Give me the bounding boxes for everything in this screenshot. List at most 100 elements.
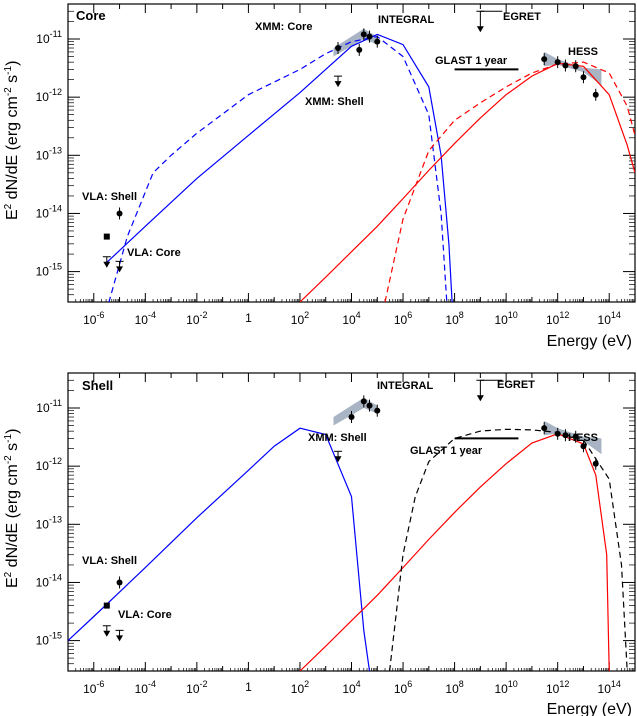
- data-point: [366, 402, 373, 409]
- data-point: [541, 56, 548, 63]
- core-annotations: XMM: Core INTEGRAL EGRET GLAST 1 year HE…: [82, 11, 598, 259]
- xmm-core-label: XMM: Core: [255, 21, 312, 33]
- glast-label: GLAST 1 year: [410, 445, 483, 457]
- core-curves: [105, 28, 635, 302]
- data-point: [592, 91, 599, 98]
- x-tick-label: 102: [291, 679, 309, 696]
- y-tick-label: 10-14: [36, 572, 62, 589]
- vla-core-label: VLA: Core: [127, 247, 181, 259]
- xmm-uncertainty-band: [333, 397, 378, 426]
- model-curve-blue-solid: [105, 33, 453, 302]
- x-tick-label: 104: [342, 679, 360, 696]
- vla-shell-label: VLA: Shell: [82, 555, 137, 567]
- y-tick-label: 10-12: [36, 456, 62, 473]
- data-point: [572, 433, 579, 440]
- data-point: [580, 74, 587, 81]
- upper-limit-arrowhead: [116, 635, 124, 642]
- data-point: [116, 210, 123, 217]
- data-point: [116, 579, 123, 586]
- core-panel-title: Core: [76, 8, 106, 23]
- vla-shell-label: VLA: Shell: [82, 191, 137, 203]
- model-curve-red-solid: [299, 433, 610, 671]
- x-tick-label: 1010: [494, 310, 517, 327]
- y-tick-label: 10-13: [36, 145, 62, 162]
- x-axis-title-bottom: Energy (eV): [547, 701, 632, 716]
- core-ticks: 10-6 10-4 10-2 1 102 104 106 108 1010 1012 1014 10-…: [36, 3, 636, 327]
- upper-limit-arrowhead: [476, 26, 484, 33]
- upper-limit-arrowhead: [116, 266, 124, 273]
- x-tick-label: 10-2: [186, 310, 207, 327]
- data-point: [541, 425, 548, 432]
- egret-label: EGRET: [503, 11, 541, 23]
- model-curve-blue-solid: [68, 427, 371, 671]
- x-tick-label: 10-2: [186, 679, 207, 696]
- core-panel: Core 10-6 10-4 10-2 1 102 104 106 108 1010 1012 10…: [36, 3, 636, 327]
- data-point: [366, 33, 373, 40]
- y-tick-label: 10-11: [36, 398, 62, 415]
- upper-limit-arrowhead: [334, 456, 342, 463]
- y-tick-label: 10-14: [36, 203, 62, 220]
- x-tick-label: 108: [445, 679, 463, 696]
- x-tick-label: 10-4: [135, 679, 156, 696]
- y-tick-label: 10-11: [36, 29, 62, 46]
- y-tick-label: 10-13: [36, 514, 62, 531]
- data-point: [592, 460, 599, 467]
- data-point: [554, 430, 561, 437]
- x-tick-label: 1: [245, 311, 252, 325]
- upper-limit-arrowhead: [103, 261, 111, 268]
- data-point: [374, 38, 381, 45]
- upper-limit-arrowhead: [476, 395, 484, 402]
- data-point: [572, 63, 579, 70]
- x-tick-label: 1014: [598, 679, 621, 696]
- xmm-shell-label: XMM: Shell: [308, 432, 367, 444]
- shell-ticks: 10-6 10-4 10-2 1 102 104 106 108 1010 1012 1014 10-…: [36, 372, 636, 696]
- hess-label: HESS: [568, 46, 598, 58]
- data-point: [562, 62, 569, 69]
- x-tick-label: 1014: [598, 310, 621, 327]
- hess-label: HESS: [568, 432, 598, 444]
- shell-datapoints: [102, 379, 599, 642]
- model-curve-red-dashed: [384, 61, 635, 302]
- upper-limit-arrowhead: [334, 81, 342, 88]
- x-tick-label: 1012: [546, 679, 569, 696]
- x-tick-label: 108: [445, 310, 463, 327]
- y-tick-label: 10-15: [36, 631, 62, 648]
- integral-label: INTEGRAL: [378, 14, 435, 26]
- data-point: [374, 407, 381, 414]
- data-point: [335, 45, 342, 52]
- x-tick-label: 1: [245, 680, 252, 694]
- model-curve-blue-dashed: [108, 35, 448, 302]
- y-tick-label: 10-15: [36, 262, 62, 279]
- x-axis-title-top: Energy (eV): [547, 333, 632, 350]
- x-tick-label: 1010: [494, 679, 517, 696]
- y-axis-title-top: E2 dN/dE (erg cm-2 s-1): [3, 61, 21, 220]
- vla-core-label: VLA: Core: [118, 609, 172, 621]
- data-point: [580, 443, 587, 450]
- y-tick-label: 10-12: [36, 87, 62, 104]
- data-point-square: [103, 602, 110, 609]
- x-tick-label: 10-6: [83, 310, 104, 327]
- model-curve-black-dashed: [389, 428, 628, 671]
- shell-panel: Shell 10-6 10-4 10-2 1 102 104 106 108 1010 1012 1…: [36, 372, 636, 696]
- xmm-uncertainty-band: [333, 28, 378, 57]
- integral-label: INTEGRAL: [377, 380, 434, 392]
- core-datapoints: [102, 10, 599, 273]
- data-point: [360, 31, 367, 38]
- y-axis-title-bottom: E2 dN/dE (erg cm-2 s-1): [3, 429, 21, 588]
- data-point: [554, 59, 561, 66]
- x-tick-label: 104: [342, 310, 360, 327]
- glast-label: GLAST 1 year: [435, 55, 508, 67]
- x-tick-label: 102: [291, 310, 309, 327]
- data-point: [356, 46, 363, 53]
- data-point: [348, 414, 355, 421]
- data-point: [562, 432, 569, 439]
- x-tick-label: 106: [394, 679, 412, 696]
- upper-limit-arrowhead: [103, 630, 111, 637]
- shell-panel-title: Shell: [82, 378, 113, 393]
- data-point: [360, 398, 367, 405]
- egret-label: EGRET: [497, 379, 535, 391]
- x-tick-label: 10-4: [135, 310, 156, 327]
- shell-annotations: INTEGRAL EGRET XMM: Shell HESS GLAST 1 y…: [82, 379, 598, 621]
- xmm-shell-label: XMM: Shell: [305, 96, 364, 108]
